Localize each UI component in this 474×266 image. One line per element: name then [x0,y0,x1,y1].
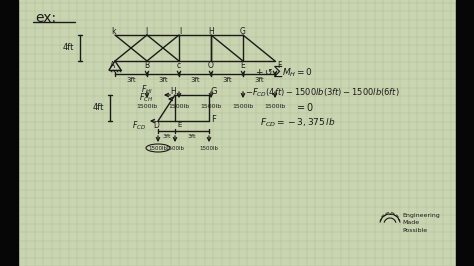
Text: F: F [211,114,216,123]
Text: Engineering: Engineering [402,214,440,218]
Text: $F_{CD} = -3,375\, lb$: $F_{CD} = -3,375\, lb$ [260,117,336,129]
Text: 1500lb: 1500lb [264,103,286,109]
Text: 1500lb: 1500lb [168,103,190,109]
Text: k: k [112,27,116,36]
Text: 1500lb: 1500lb [148,146,167,151]
Text: $= 0$: $= 0$ [295,101,314,113]
Text: 3ft: 3ft [190,77,200,83]
Text: 4ft: 4ft [92,103,104,113]
Bar [0,0,18,266]
Text: 1500lb: 1500lb [201,103,222,109]
Text: 1500lb: 1500lb [200,146,219,151]
Text: B: B [145,61,150,70]
Bar [456,0,474,266]
Text: 1500lb: 1500lb [165,146,184,151]
Text: 3ft: 3ft [254,77,264,83]
Text: I: I [179,27,181,35]
Text: $+\circlearrowleft \sum M_H = 0$: $+\circlearrowleft \sum M_H = 0$ [255,63,313,79]
Text: G: G [211,88,218,97]
Text: c: c [177,61,181,70]
Text: F: F [277,61,282,70]
Text: 1500lb: 1500lb [232,103,254,109]
Text: ex:: ex: [35,11,56,25]
Text: Made: Made [402,221,419,226]
Text: 3ft: 3ft [222,77,232,83]
Text: J: J [146,27,148,36]
Text: 3ft: 3ft [158,77,168,83]
Text: O: O [208,61,214,70]
Text: 3ft: 3ft [126,77,136,83]
Text: E: E [177,122,182,128]
Text: 3ft: 3ft [162,134,171,139]
Text: $- F_{CD}(4ft) - 1500 lb(3ft) - 1500 lb(6ft)$: $- F_{CD}(4ft) - 1500 lb(3ft) - 1500 lb(… [245,87,400,99]
Text: G: G [240,27,246,36]
Text: H: H [170,88,176,97]
Text: A: A [110,61,116,70]
Text: $F_{CH}$: $F_{CH}$ [139,92,153,104]
Text: D: D [153,120,159,130]
Text: Possible: Possible [402,227,427,232]
Text: 4ft: 4ft [62,44,73,52]
Text: 1500lb: 1500lb [137,103,158,109]
Text: 3ft: 3ft [188,134,196,139]
Text: H: H [208,27,214,36]
Text: E: E [241,61,246,70]
Text: $F_{HI}$: $F_{HI}$ [141,84,153,96]
Text: $F_{CD}$: $F_{CD}$ [132,120,146,132]
